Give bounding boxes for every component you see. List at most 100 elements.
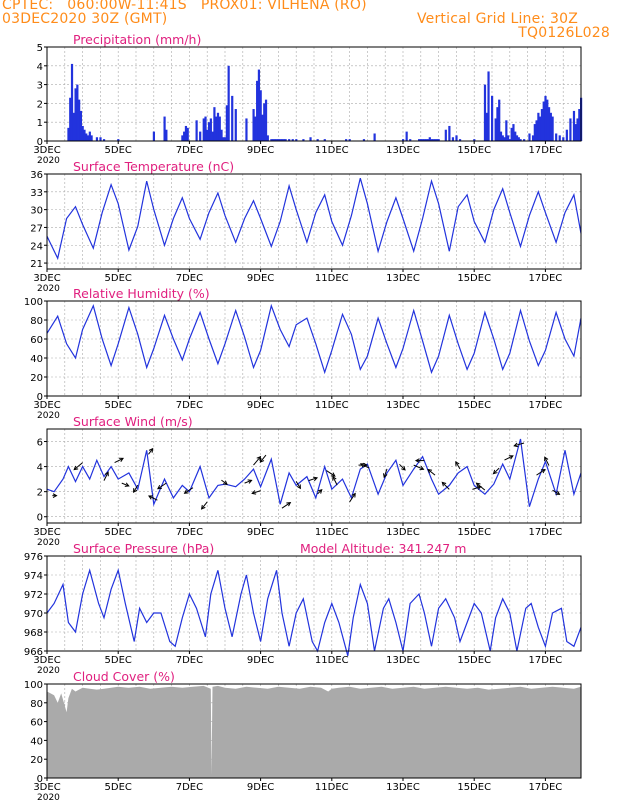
precip-bar — [207, 122, 211, 141]
precip-bar — [574, 124, 577, 141]
wind-ytick-label: 0 — [37, 513, 43, 524]
wind-vector — [103, 472, 109, 481]
precip-ytick-label: 5 — [37, 43, 43, 54]
cloud-ytick-label: 80 — [30, 699, 43, 710]
precip-bar — [204, 116, 207, 141]
rh-xtick-label: 11DEC — [315, 400, 349, 411]
precip-bar — [485, 112, 488, 141]
precip-bar — [444, 129, 447, 141]
wind-vector-head — [259, 458, 265, 463]
precip-bar — [549, 112, 552, 141]
wind-vector — [295, 481, 301, 489]
pres-ytick-label: 968 — [24, 628, 43, 639]
rh-xtick-label: 5DEC — [105, 400, 132, 411]
precip-bar — [76, 84, 79, 141]
wind-vector — [114, 457, 124, 464]
precip-bar — [284, 139, 287, 141]
precip-bar — [302, 139, 305, 141]
wind-vector-head — [313, 476, 319, 482]
rh-xtick-label: 15DEC — [457, 400, 491, 411]
rh-ytick-label: 0 — [37, 392, 43, 403]
rh-xtick-label: 3DEC — [33, 400, 60, 411]
precip-bar — [578, 109, 581, 141]
cloud-xtick-label: 13DEC — [386, 782, 420, 793]
precip-bar — [263, 103, 266, 141]
temp-ytick-label: 30 — [30, 206, 43, 217]
precip-bar — [213, 107, 216, 141]
rh-series-line — [46, 303, 582, 375]
wind-vector-head — [351, 492, 356, 498]
wind-vector — [221, 479, 228, 485]
wind-vector-head — [223, 480, 228, 485]
wind-vector-head — [148, 447, 154, 453]
wind-vector — [332, 476, 338, 486]
wind-vector-head — [317, 488, 323, 494]
precip-bar — [195, 120, 198, 141]
pres-year-label: 2020 — [37, 666, 60, 676]
precip-bar — [78, 99, 81, 141]
precip-bar — [425, 139, 428, 141]
wind-vector — [73, 462, 83, 470]
wind-vector-head — [124, 482, 130, 487]
precip-bar — [409, 139, 412, 141]
wind-vector — [148, 448, 154, 455]
pres-xtick-label: 3DEC — [33, 655, 60, 666]
rh-title: Relative Humidity (%) — [73, 286, 210, 301]
precip-ytick-label: 3 — [37, 81, 43, 92]
precip-bar — [426, 139, 430, 141]
precip-xtick-label: 3DEC — [33, 145, 60, 156]
precip-bar — [224, 137, 227, 141]
precip-bar — [451, 137, 455, 141]
wind-vector — [493, 467, 500, 475]
precip-ytick-label: 1 — [37, 118, 43, 129]
wind-vector-head — [156, 484, 162, 490]
precip-bar — [81, 125, 84, 141]
wind-vector-head — [133, 488, 138, 494]
precip-bar — [264, 99, 268, 141]
wind-vector — [413, 464, 424, 470]
wind-vector — [514, 442, 525, 447]
precip-bar — [88, 131, 91, 141]
temp-ytick-label: 33 — [30, 188, 43, 199]
precip-bar — [505, 120, 508, 141]
precip-bar — [419, 139, 422, 141]
wind-vector-head — [52, 493, 58, 499]
temp-xtick-label: 9DEC — [247, 273, 274, 284]
wind-vector — [184, 487, 194, 494]
forecast-start-date: 03DEC2020 30Z (GMT) — [2, 11, 168, 27]
wind-vector-head — [540, 468, 546, 474]
wind-vector — [476, 482, 486, 491]
wind-vector — [253, 456, 261, 466]
precip-bar — [402, 139, 405, 141]
cloud-xtick-label: 11DEC — [315, 782, 349, 793]
precip-bar — [515, 135, 519, 141]
wind-vector — [349, 493, 356, 503]
precip-bar — [576, 118, 579, 141]
wind-vector-head — [492, 469, 498, 475]
precip-bar — [499, 131, 503, 141]
rh-xtick-label: 9DEC — [247, 400, 274, 411]
wind-vector-head — [119, 457, 124, 462]
wind-vector-head — [441, 481, 447, 487]
wind-panel — [44, 428, 582, 526]
precip-bar — [555, 133, 558, 141]
temp-ytick-label: 36 — [30, 170, 43, 181]
precip-bar — [517, 137, 520, 141]
wind-vector — [244, 479, 252, 484]
precip-panel — [44, 46, 583, 144]
temp-year-label: 2020 — [37, 284, 60, 294]
pres-frame — [46, 555, 582, 652]
precip-bar — [558, 135, 561, 141]
wind-xtick-label: 5DEC — [105, 527, 132, 538]
wind-vector — [281, 502, 291, 509]
wind-vector — [259, 454, 267, 463]
precip-bar — [222, 137, 225, 141]
precip-bar — [510, 127, 513, 141]
model-name: TQ0126L028 — [518, 25, 610, 41]
wind-vector-head — [251, 490, 257, 495]
precip-bar — [83, 129, 86, 141]
precip-bar — [323, 139, 326, 141]
cloud-ytick-label: 20 — [30, 755, 43, 766]
precip-bar — [535, 120, 538, 141]
